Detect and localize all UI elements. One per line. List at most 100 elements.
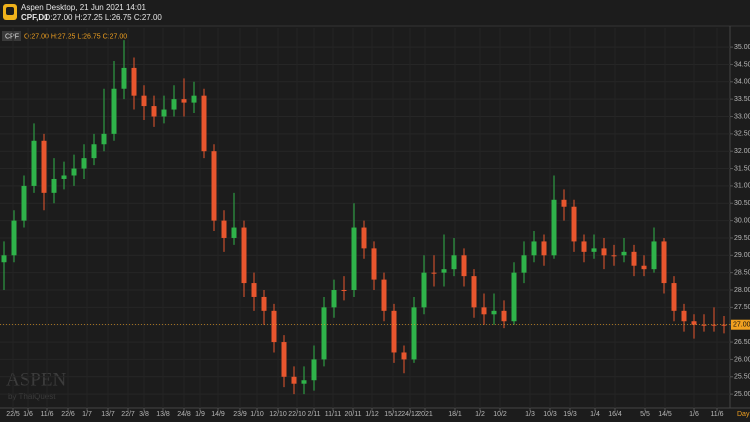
y-tick-label: 25.50 (734, 374, 750, 381)
candle-body (131, 67, 137, 96)
x-tick-label: 2021 (417, 411, 433, 418)
x-tick-label: 24/12 (401, 411, 419, 418)
x-tick-label: 1/9 (195, 411, 205, 418)
last-price-box (731, 319, 750, 330)
app-icon-inner (6, 7, 14, 15)
candle-body (611, 255, 617, 257)
x-tick-label: 11/6 (710, 411, 723, 418)
candle-body (331, 290, 337, 308)
x-tick-label: 1/7 (82, 411, 92, 418)
candle-body (691, 321, 697, 325)
y-tick-label: 27.50 (734, 304, 750, 311)
watermark: ASPEN (6, 369, 66, 390)
x-tick-label: 22/5 (6, 411, 20, 418)
y-tick-label: 31.00 (734, 183, 750, 190)
candle-body (291, 376, 297, 384)
y-tick-label: 32.50 (734, 131, 750, 138)
candle-body (181, 99, 187, 103)
candle-body (321, 307, 327, 360)
candle-body (551, 199, 557, 256)
candle-body (401, 352, 407, 360)
candle-body (541, 241, 547, 256)
candle-body (241, 227, 247, 284)
x-tick-label: 19/3 (563, 411, 577, 418)
candle-body (271, 310, 277, 343)
candle-body (601, 248, 607, 256)
symbol: CPF,D1 (21, 13, 49, 22)
x-tick-label: 10/2 (493, 411, 507, 418)
x-tick-label: 11/6 (40, 411, 53, 418)
candle-body (11, 220, 17, 256)
candle-body (221, 220, 227, 238)
candle-body (361, 227, 367, 249)
candle-body (251, 283, 257, 297)
x-tick-label: 1/12 (365, 411, 379, 418)
y-tick-label: 28.50 (734, 270, 750, 277)
y-tick-label: 28.00 (734, 287, 750, 294)
candle-body (281, 342, 287, 377)
legend-ohlc: O:27.00 H:27.25 L:26.75 C:27.00 (24, 33, 127, 40)
candle-body (311, 359, 317, 381)
candle-body (171, 99, 177, 110)
x-tick-label: 23/9 (233, 411, 247, 418)
x-tick-label: 22/10 (288, 411, 306, 418)
candle-body (461, 255, 467, 277)
candle-body (431, 272, 437, 274)
x-tick-label: 1/2 (475, 411, 485, 418)
candle-body (621, 251, 627, 256)
candle-body (661, 241, 667, 284)
x-axis-unit: Day (737, 411, 750, 418)
x-tick-label: 1/4 (590, 411, 600, 418)
x-tick-label: 18/1 (448, 411, 462, 418)
candle-body (201, 95, 207, 152)
candle-body (641, 265, 647, 270)
y-tick-label: 34.00 (734, 79, 750, 86)
candle-body (341, 290, 347, 292)
candle-body (531, 241, 537, 256)
x-tick-label: 1/6 (689, 411, 699, 418)
y-tick-label: 26.50 (734, 339, 750, 346)
candle-body (121, 67, 127, 89)
candle-body (481, 307, 487, 315)
candle-body (261, 296, 267, 311)
legend-symbol: CPF (5, 33, 19, 40)
candle-body (721, 324, 727, 326)
candle-body (411, 307, 417, 360)
candle-body (521, 255, 527, 273)
candle-body (151, 106, 157, 117)
candle-body (711, 324, 717, 326)
candle-body (491, 310, 497, 315)
x-tick-label: 1/10 (250, 411, 264, 418)
x-tick-label: 10/3 (543, 411, 557, 418)
candle-body (41, 140, 47, 193)
candle-body (141, 95, 147, 107)
x-tick-label: 24/8 (177, 411, 191, 418)
y-tick-label: 33.00 (734, 113, 750, 120)
x-tick-label: 2/11 (307, 411, 320, 418)
y-tick-label: 31.50 (734, 165, 750, 172)
candle-body (21, 185, 27, 221)
candle-body (471, 276, 477, 308)
candle-body (161, 109, 167, 117)
candle-body (391, 310, 397, 353)
x-tick-label: 14/5 (658, 411, 672, 418)
candle-body (51, 178, 57, 193)
x-tick-label: 13/7 (101, 411, 115, 418)
x-tick-label: 22/6 (61, 411, 75, 418)
x-tick-label: 1/6 (23, 411, 33, 418)
candle-body (591, 248, 597, 252)
x-tick-label: 12/10 (269, 411, 287, 418)
candle-body (31, 140, 37, 186)
candle-body (561, 199, 567, 207)
candle-body (501, 310, 507, 322)
candle-body (631, 251, 637, 266)
candle-body (81, 158, 87, 169)
x-tick-label: 1/3 (525, 411, 535, 418)
x-tick-label: 16/4 (608, 411, 622, 418)
y-tick-label: 34.50 (734, 61, 750, 68)
candle-body (211, 151, 217, 221)
candle-body (651, 241, 657, 270)
y-tick-label: 30.00 (734, 217, 750, 224)
